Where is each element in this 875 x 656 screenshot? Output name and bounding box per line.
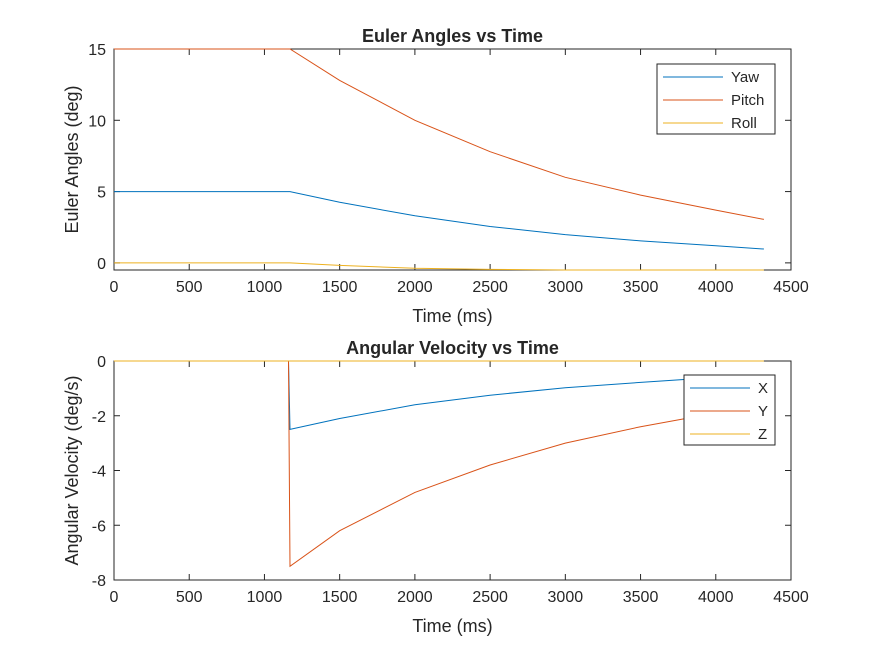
x-tick-label: 3500 (623, 589, 659, 606)
x-tick-label: 1000 (247, 589, 283, 606)
axes-box (113, 360, 792, 581)
legend: XYZ (683, 374, 776, 446)
y-tick-label: 0 (97, 256, 106, 273)
legend-label-roll: Roll (731, 115, 757, 132)
x-tick-label: 4000 (698, 279, 734, 296)
legend-label-z: Z (758, 426, 767, 443)
legend-label-pitch: Pitch (731, 92, 764, 109)
x-tick-label: 4500 (773, 279, 809, 296)
x-tick-label: 1500 (322, 279, 358, 296)
series-line-roll (114, 262, 764, 271)
x-tick-label: 500 (176, 279, 203, 296)
y-tick-label: -8 (92, 573, 106, 590)
y-tick-label: 5 (97, 185, 106, 202)
series-line-x (114, 360, 764, 431)
y-tick-label: -6 (92, 518, 106, 535)
x-axis-label: Time (ms) (412, 616, 492, 636)
x-tick-label: 1500 (322, 589, 358, 606)
x-tick-label: 3500 (623, 279, 659, 296)
series-line-yaw (114, 191, 764, 250)
y-axis-label: Angular Velocity (deg/s) (62, 375, 82, 565)
x-tick-label: 2000 (397, 589, 433, 606)
legend-box (683, 374, 776, 446)
angular-velocity-plot: 0 500 1000 1500 2000 2500 3000 3500 4000 4500 -8 -6… (62, 338, 809, 636)
series-line-pitch (114, 48, 764, 220)
x-tick-label: 1000 (247, 279, 283, 296)
y-tick-label: 10 (88, 113, 106, 130)
y-tick-label: 0 (97, 354, 106, 371)
legend-label-y: Y (758, 403, 768, 420)
y-tick-label: -2 (92, 409, 106, 426)
legend-label-x: X (758, 380, 768, 397)
euler-angles-plot: 0 500 1000 1500 2000 2500 3000 3500 4000 4500 0 5 10… (62, 26, 809, 326)
x-tick-label: 3000 (548, 589, 584, 606)
chart-title: Angular Velocity vs Time (346, 338, 559, 358)
legend: Yaw Pitch Roll (656, 63, 776, 135)
y-tick-label: 15 (88, 42, 106, 59)
x-tick-label: 0 (110, 279, 119, 296)
x-tick-label: 4500 (773, 589, 809, 606)
x-tick-label: 3000 (548, 279, 584, 296)
x-tick-label: 2000 (397, 279, 433, 296)
x-tick-label: 2500 (472, 589, 508, 606)
y-axis-label: Euler Angles (deg) (62, 85, 82, 233)
x-tick-label: 4000 (698, 589, 734, 606)
x-tick-label: 2500 (472, 279, 508, 296)
legend-box (656, 63, 776, 135)
series-line-y (114, 360, 764, 568)
y-tick-label: -4 (92, 464, 106, 481)
x-tick-label: 0 (110, 589, 119, 606)
legend-label-yaw: Yaw (731, 69, 759, 86)
chart-title: Euler Angles vs Time (362, 26, 543, 46)
x-axis-label: Time (ms) (412, 306, 492, 326)
x-tick-label: 500 (176, 589, 203, 606)
